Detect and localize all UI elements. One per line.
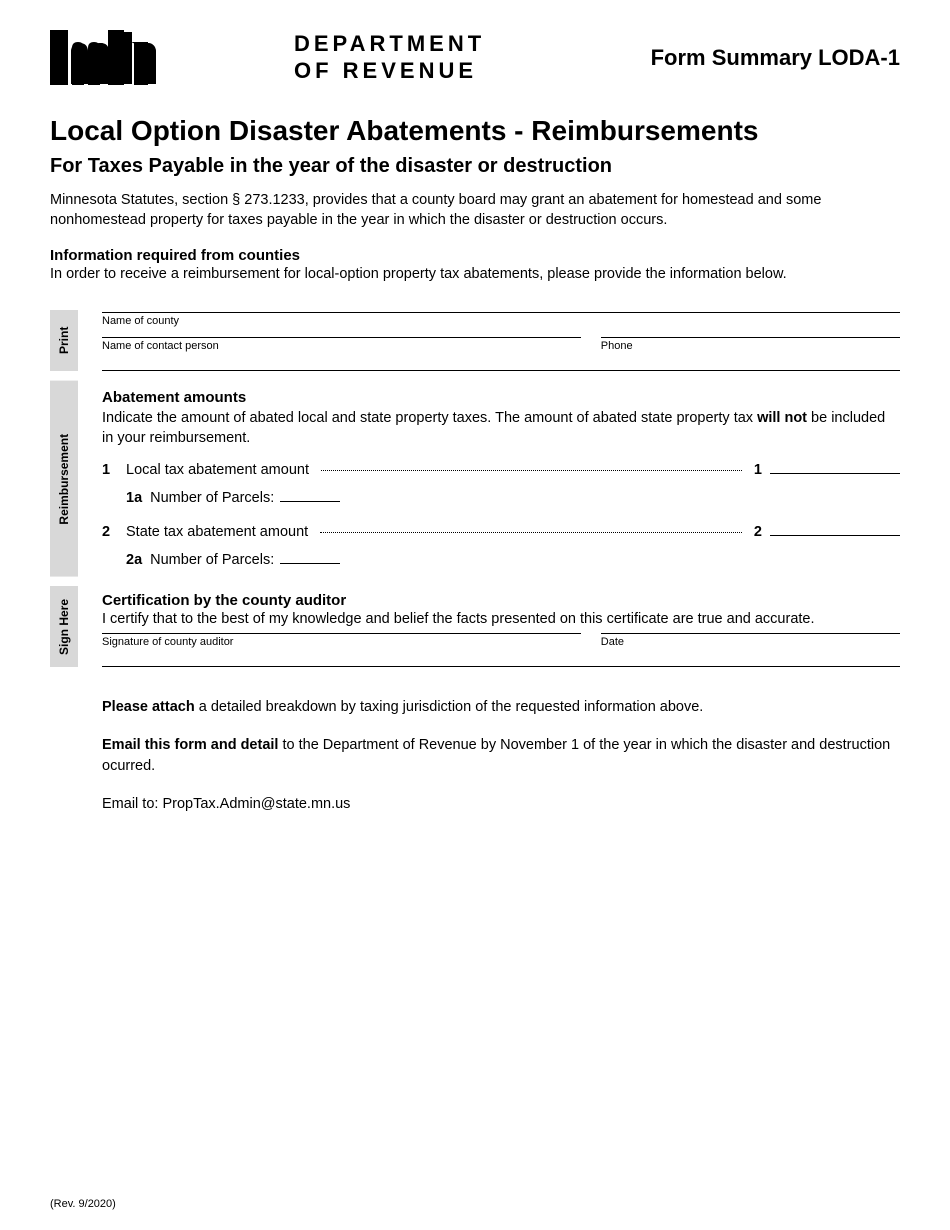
- main-title: Local Option Disaster Abatements - Reimb…: [50, 115, 900, 147]
- line-2a-input[interactable]: [280, 563, 340, 564]
- line-1a-label: Number of Parcels:: [150, 490, 274, 506]
- sign-section: Sign Here Certification by the county au…: [50, 586, 900, 667]
- info-heading: Information required from counties: [50, 247, 900, 264]
- instructions-block: Please attach a detailed breakdown by ta…: [50, 697, 900, 814]
- phone-field-label: Phone: [601, 338, 900, 352]
- line-1a-num: 1a: [126, 490, 142, 506]
- reimb-text-bold: will not: [757, 410, 807, 426]
- signature-field[interactable]: Signature of county auditor: [102, 633, 581, 648]
- line-2-label: State tax abatement amount: [126, 524, 308, 540]
- contact-field-label: Name of contact person: [102, 338, 581, 352]
- line-1-num: 1: [102, 462, 118, 478]
- intro-text: Minnesota Statutes, section § 273.1233, …: [50, 190, 900, 231]
- mn-logo-icon-real: [50, 32, 160, 84]
- info-text: In order to receive a reimbursement for …: [50, 266, 900, 282]
- instruction-2-bold: Email this form and detail: [102, 737, 278, 753]
- instruction-1-rest: a detailed breakdown by taxing jurisdict…: [195, 699, 704, 715]
- line-2a: 2a Number of Parcels:: [102, 552, 900, 568]
- line-1-dots: [321, 470, 742, 471]
- dept-text: DEPARTMENT OF REVENUE: [294, 31, 485, 84]
- instruction-1: Please attach a detailed breakdown by ta…: [102, 697, 900, 717]
- line-2: 2 State tax abatement amount 2: [102, 524, 900, 540]
- line-2-input[interactable]: [770, 535, 900, 536]
- line-1-input[interactable]: [770, 473, 900, 474]
- line-2a-label: Number of Parcels:: [150, 552, 274, 568]
- line-1a: 1a Number of Parcels:: [102, 490, 900, 506]
- county-field-label: Name of county: [102, 313, 900, 327]
- line-1: 1 Local tax abatement amount 1: [102, 462, 900, 478]
- sign-heading: Certification by the county auditor: [102, 592, 900, 609]
- line-2-dots: [320, 532, 742, 533]
- line-2-num: 2: [102, 524, 118, 540]
- reimb-heading: Abatement amounts: [102, 389, 900, 406]
- sign-side-label: Sign Here: [50, 586, 78, 667]
- line-1-num-right: 1: [754, 462, 762, 478]
- date-field[interactable]: Date: [601, 633, 900, 648]
- reimbursement-section: Reimbursement Abatement amounts Indicate…: [50, 381, 900, 577]
- instruction-3-pre: Email to:: [102, 796, 162, 812]
- instruction-2: Email this form and detail to the Depart…: [102, 735, 900, 776]
- reimbursement-side-label: Reimbursement: [50, 381, 78, 577]
- dept-line2: OF REVENUE: [294, 58, 485, 84]
- logo-block: DEPARTMENT OF REVENUE: [50, 30, 485, 85]
- county-field[interactable]: Name of county: [102, 312, 900, 327]
- print-side-label: Print: [50, 310, 78, 371]
- sub-title: For Taxes Payable in the year of the dis…: [50, 155, 900, 178]
- date-field-label: Date: [601, 634, 900, 648]
- form-summary: Form Summary LODA-1: [651, 45, 900, 71]
- revision-date: (Rev. 9/2020): [50, 1198, 116, 1210]
- sign-text: I certify that to the best of my knowled…: [102, 611, 900, 627]
- line-2a-num: 2a: [126, 552, 142, 568]
- line-1a-input[interactable]: [280, 501, 340, 502]
- instruction-1-bold: Please attach: [102, 699, 195, 715]
- line-1-label: Local tax abatement amount: [126, 462, 309, 478]
- reimb-text: Indicate the amount of abated local and …: [102, 408, 900, 449]
- reimb-text-before: Indicate the amount of abated local and …: [102, 410, 757, 426]
- sign-bottom-line: [102, 666, 900, 667]
- signature-field-label: Signature of county auditor: [102, 634, 581, 648]
- print-section: Print Name of county Name of contact per…: [50, 310, 900, 371]
- page-header: DEPARTMENT OF REVENUE Form Summary LODA-…: [50, 30, 900, 85]
- instruction-3-email: PropTax.Admin@state.mn.us: [162, 796, 350, 812]
- print-bottom-line: [102, 370, 900, 371]
- line-2-num-right: 2: [754, 524, 762, 540]
- contact-field[interactable]: Name of contact person: [102, 337, 581, 352]
- instruction-3: Email to: PropTax.Admin@state.mn.us: [102, 794, 900, 814]
- dept-line1: DEPARTMENT: [294, 31, 485, 57]
- phone-field[interactable]: Phone: [601, 337, 900, 352]
